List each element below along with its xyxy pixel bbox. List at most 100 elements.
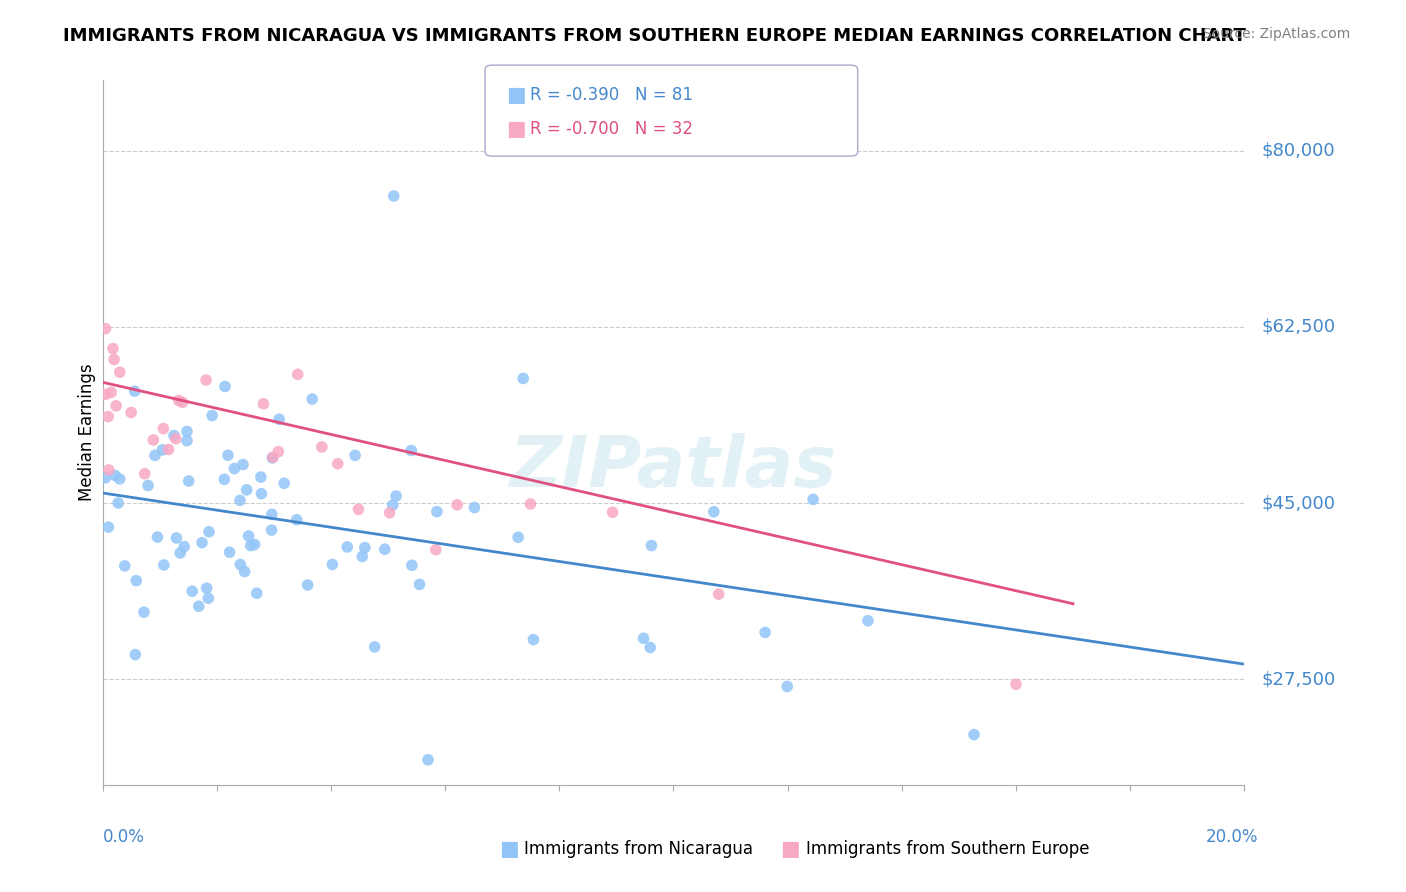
Point — [425, 542, 447, 557]
Point — [187, 599, 209, 614]
Point — [262, 450, 284, 465]
Point — [640, 539, 662, 553]
Point — [172, 395, 194, 409]
Point — [285, 513, 308, 527]
Point — [326, 457, 349, 471]
Point — [252, 397, 274, 411]
Point — [104, 468, 127, 483]
Point — [218, 545, 240, 559]
Point — [363, 640, 385, 654]
Point — [426, 505, 449, 519]
Text: ZIPatlas: ZIPatlas — [510, 434, 837, 502]
Text: ■: ■ — [506, 120, 526, 139]
Point — [638, 640, 661, 655]
Point — [519, 497, 541, 511]
Point — [124, 648, 146, 662]
Text: R = -0.390   N = 81: R = -0.390 N = 81 — [530, 87, 693, 104]
Point — [169, 546, 191, 560]
Point — [143, 448, 166, 462]
Point — [105, 399, 128, 413]
Point — [107, 496, 129, 510]
Point — [269, 412, 291, 426]
Point — [176, 434, 198, 448]
Point — [233, 565, 256, 579]
Point — [297, 578, 319, 592]
Point — [311, 440, 333, 454]
Point — [114, 558, 136, 573]
Point — [124, 384, 146, 399]
Point — [214, 472, 236, 486]
Text: ■: ■ — [506, 86, 526, 105]
Point — [401, 558, 423, 573]
Point — [136, 478, 159, 492]
Point — [260, 508, 283, 522]
Text: $27,500: $27,500 — [1261, 670, 1336, 689]
Point — [235, 483, 257, 497]
Point — [321, 558, 343, 572]
Point — [344, 448, 367, 462]
Text: Immigrants from Southern Europe: Immigrants from Southern Europe — [806, 840, 1090, 858]
Point — [238, 529, 260, 543]
Point — [152, 422, 174, 436]
Point — [382, 189, 405, 203]
Text: $62,500: $62,500 — [1261, 318, 1336, 336]
Point — [239, 539, 262, 553]
Point — [94, 321, 117, 335]
Point — [197, 591, 219, 606]
Text: $80,000: $80,000 — [1261, 142, 1336, 160]
Point — [195, 373, 218, 387]
Point — [856, 614, 879, 628]
Point — [142, 433, 165, 447]
Text: Immigrants from Nicaragua: Immigrants from Nicaragua — [524, 840, 754, 858]
Point — [352, 549, 374, 564]
Point — [250, 486, 273, 500]
Point — [101, 342, 124, 356]
Point — [354, 541, 377, 555]
Point — [703, 505, 725, 519]
Point — [267, 444, 290, 458]
Point — [246, 586, 269, 600]
Text: ■: ■ — [780, 839, 800, 859]
Point — [250, 470, 273, 484]
Text: 20.0%: 20.0% — [1206, 828, 1258, 846]
Point — [522, 632, 544, 647]
Point — [94, 471, 117, 485]
Y-axis label: Median Earnings: Median Earnings — [77, 364, 96, 501]
Point — [132, 605, 155, 619]
Text: IMMIGRANTS FROM NICARAGUA VS IMMIGRANTS FROM SOUTHERN EUROPE MEDIAN EARNINGS COR: IMMIGRANTS FROM NICARAGUA VS IMMIGRANTS … — [63, 27, 1246, 45]
Point — [153, 558, 176, 572]
Point — [232, 458, 254, 472]
Point — [163, 428, 186, 442]
Point — [512, 371, 534, 385]
Point — [776, 680, 799, 694]
Point — [801, 492, 824, 507]
Point — [378, 506, 401, 520]
Point — [165, 432, 187, 446]
Point — [134, 467, 156, 481]
Point — [97, 409, 120, 424]
Point — [508, 530, 530, 544]
Point — [94, 387, 117, 401]
Point — [103, 352, 125, 367]
Point — [152, 442, 174, 457]
Point — [381, 498, 404, 512]
Point — [108, 472, 131, 486]
Point — [176, 425, 198, 439]
Point — [446, 498, 468, 512]
Text: ■: ■ — [499, 839, 519, 859]
Point — [229, 493, 252, 508]
Point — [177, 474, 200, 488]
Point — [146, 530, 169, 544]
Point — [229, 558, 252, 572]
Point — [347, 502, 370, 516]
Point — [217, 448, 239, 462]
Point — [120, 405, 142, 419]
Point — [181, 584, 204, 599]
Point — [385, 489, 408, 503]
Point — [374, 542, 396, 557]
Point — [633, 632, 655, 646]
Point — [399, 443, 422, 458]
Point — [224, 461, 246, 475]
Point — [262, 450, 284, 465]
Point — [195, 581, 218, 595]
